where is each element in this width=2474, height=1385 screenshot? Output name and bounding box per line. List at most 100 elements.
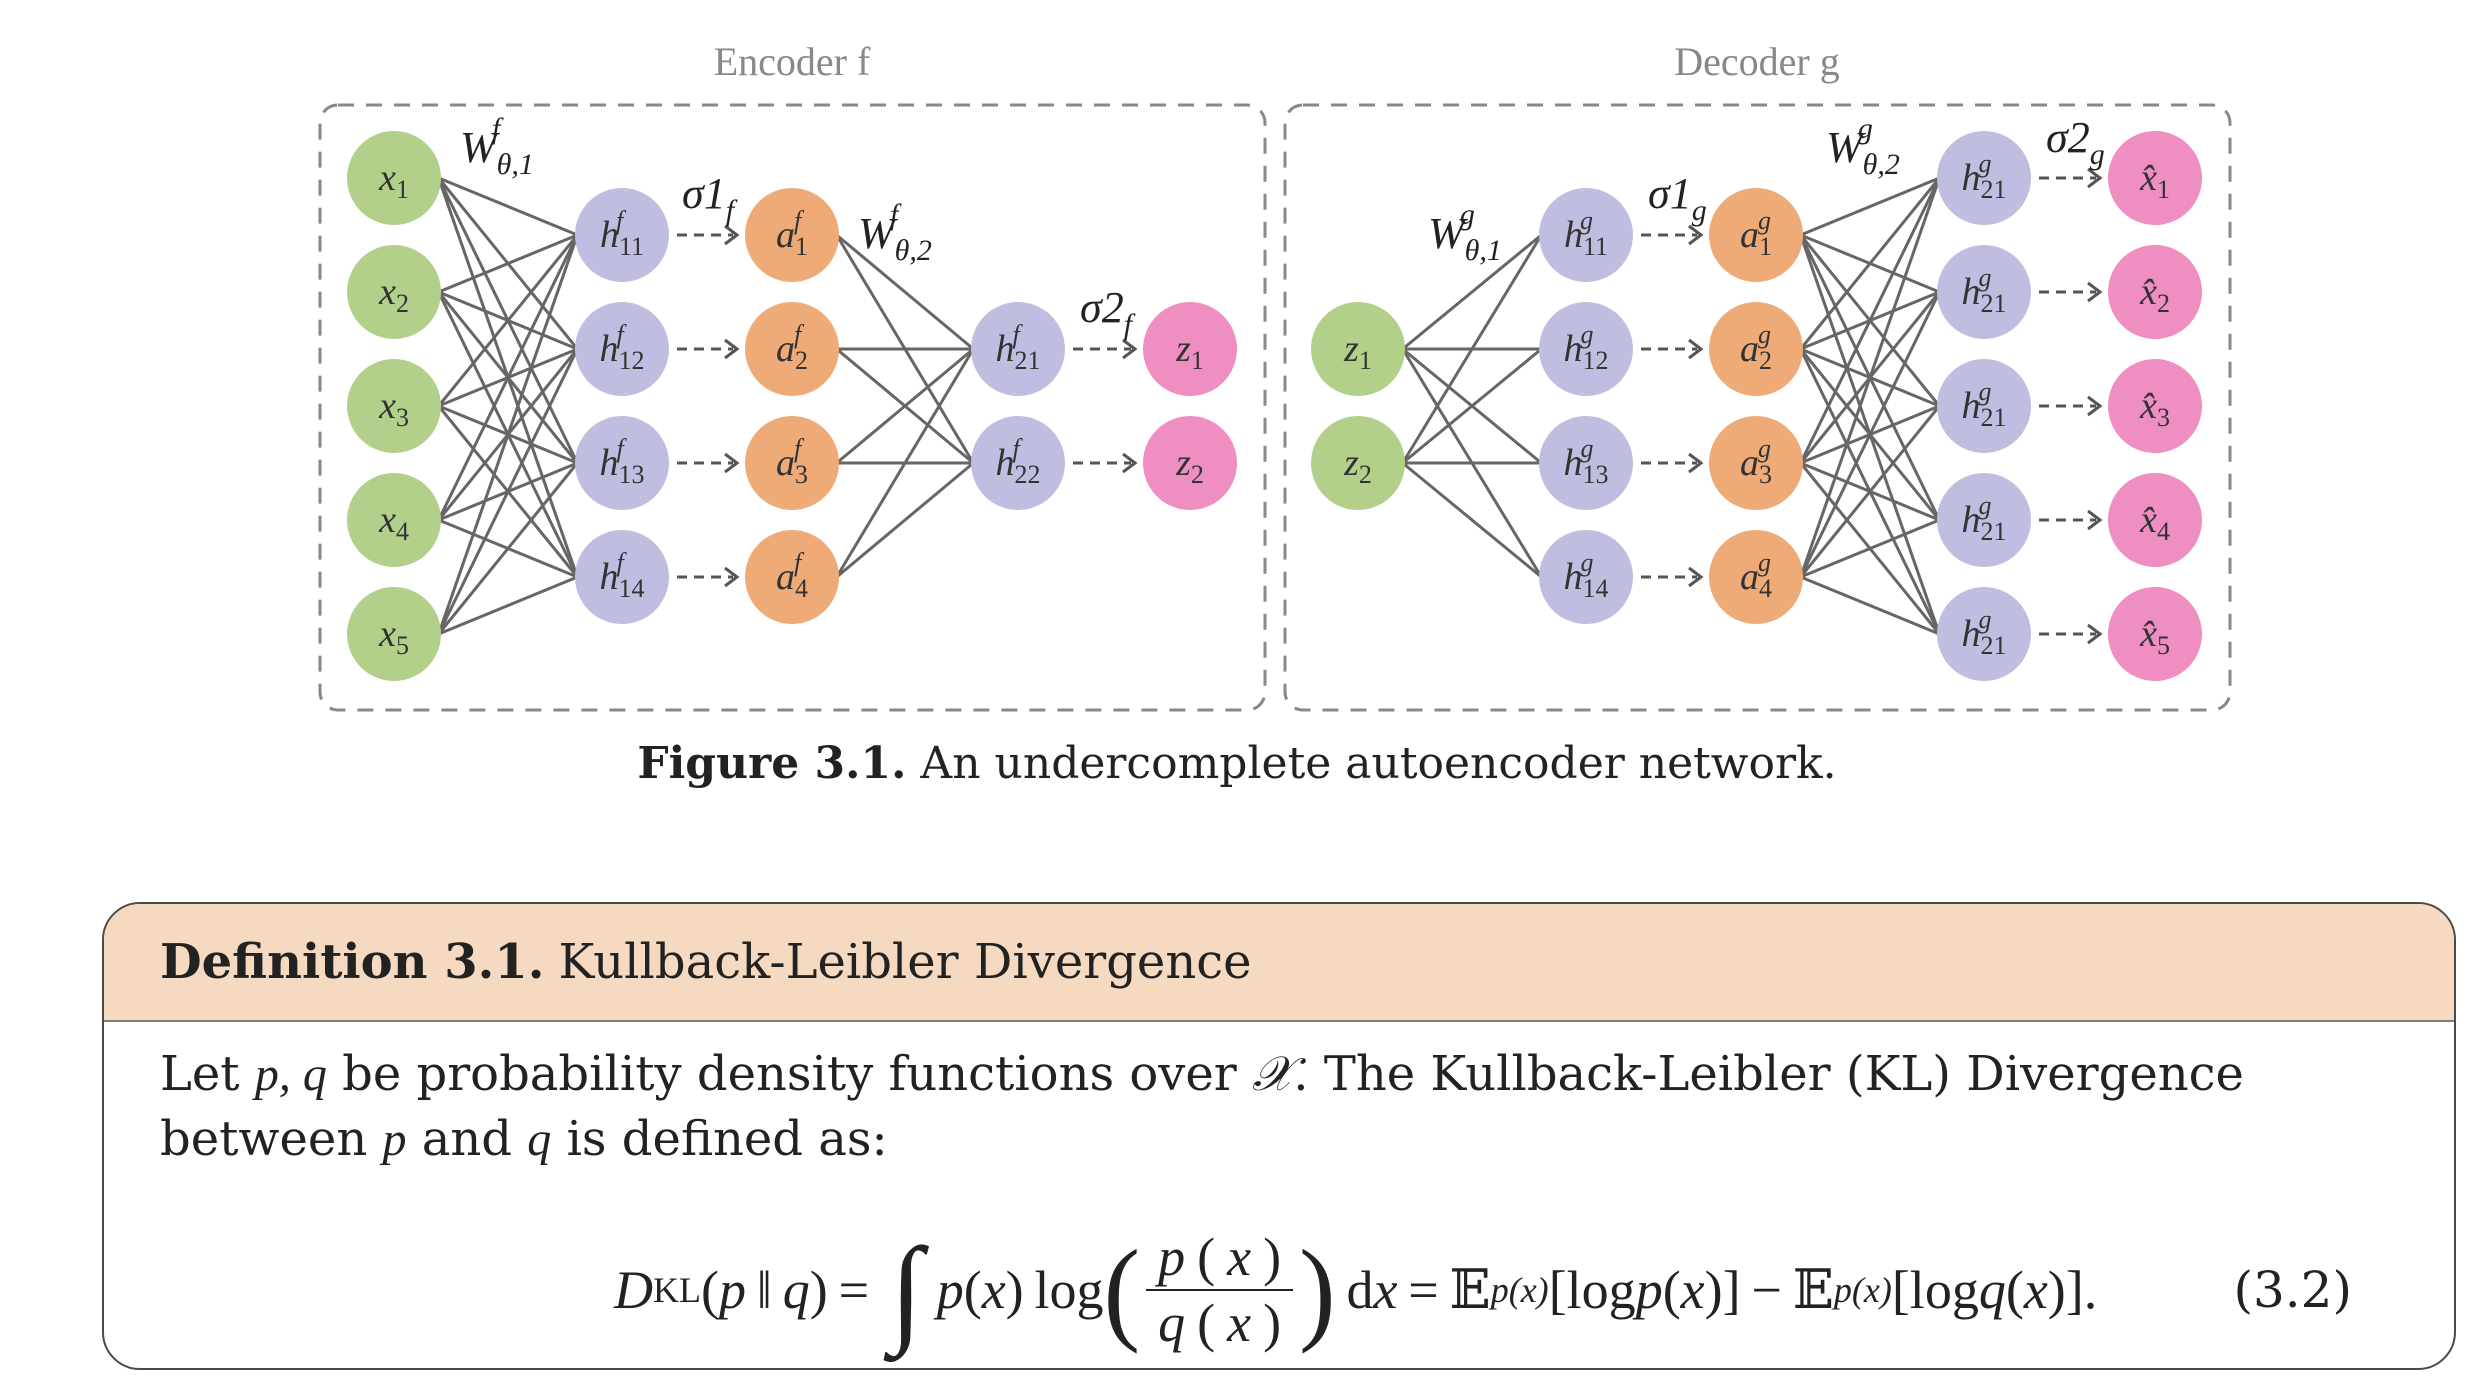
decoder-input-circle [1311,302,1405,396]
encoder-hidden2-circle [971,416,1065,510]
encoder-edge-2 [835,348,975,578]
decoder-hidden2-circle [1937,473,2031,567]
decoder-hidden2-circle [1937,245,2031,339]
decoder-act1-label: a3g [1740,434,1772,489]
decoder-input-label: z1 [1343,328,1372,375]
encoder-output-node-1: z1 [1143,302,1237,396]
network-edges [437,176,1941,636]
encoder-hidden1-label: h13f [600,434,645,489]
encoder-act1-node-2: a2f [745,302,839,396]
encoder-hidden1-circle [575,530,669,624]
encoder-output-node-2: z2 [1143,416,1237,510]
encoder-hidden1-node-2: h12f [575,302,669,396]
encoder-hidden1-label: h11f [600,206,644,261]
decoder-arrow-1-head [1688,224,1704,246]
encoder-input-circle [347,587,441,681]
diagram-frames: Encoder f Decoder g [318,39,2232,712]
decoder-frame [1283,103,2232,712]
decoder-sigma-2: σ2g [2046,113,2105,171]
decoder-hidden2-circle [1937,131,2031,225]
decoder-edge-2 [1799,177,1941,464]
def-text-1: Let [160,1046,240,1102]
equation-number: (3.2) [2233,1261,2352,1319]
decoder-input-node-1: z1 [1311,302,1405,396]
decoder-edge-1 [1401,234,1543,464]
decoder-act1-circle [1709,188,1803,282]
encoder-act1-circle [745,416,839,510]
encoder-act1-label: a1f [776,206,808,261]
decoder-output-circle [2108,359,2202,453]
decoder-edge-2 [1799,405,1941,578]
def-space: 𝒳 [1252,1048,1294,1101]
encoder-edge-1 [437,348,579,635]
decoder-edge-2 [1800,575,1940,636]
encoder-hidden1-circle [575,188,669,282]
decoder-edge-2 [1799,177,1941,578]
decoder-arrow-2-head [2087,395,2103,417]
decoder-hidden2-label: h21g [1962,377,2007,432]
encoder-weight-1: Wθ,1f [460,112,534,181]
decoder-hidden1-node-4: h14g [1539,530,1633,624]
encoder-edge-2 [835,461,975,579]
encoder-input-node-1: x1 [347,131,441,225]
encoder-act1-node-4: a4f [745,530,839,624]
encoder-edge-2 [835,233,975,351]
encoder-hidden1-node-3: h13f [575,416,669,510]
decoder-act1-node-1: a1g [1709,188,1803,282]
decoder-hidden2-label: h21g [1962,491,2007,546]
decoder-output-node-1: x̂1 [2108,131,2202,225]
decoder-edge-1 [1401,347,1543,465]
encoder-edge-1 [437,234,579,521]
decoder-hidden1-circle [1539,302,1633,396]
encoder-act1-circle [745,188,839,282]
decoder-output-circle [2108,245,2202,339]
decoder-hidden1-circle [1539,530,1633,624]
encoder-input-node-3: x3 [347,359,441,453]
encoder-frame [318,103,1267,712]
decoder-hidden2-circle [1937,359,2031,453]
encoder-input-node-5: x5 [347,587,441,681]
decoder-hidden1-label: h13g [1564,434,1609,489]
decoder-output-node-4: x̂4 [2108,473,2202,567]
encoder-edge-1 [437,462,579,635]
decoder-act1-label: a4g [1740,548,1772,603]
decoder-act1-node-2: a2g [1709,302,1803,396]
encoder-title: Encoder f [714,39,871,84]
decoder-edge-1 [1401,233,1543,351]
decoder-arrow-1-head [1688,338,1704,360]
encoder-arrow-2-head [1122,452,1138,474]
decoder-act1-label: a2g [1740,320,1772,375]
def-text-3: . The Kullback-Leibler (KL) Divergence b… [160,1046,2244,1167]
encoder-output-label: z2 [1175,442,1204,489]
encoder-act1-node-3: a3f [745,416,839,510]
encoder-hidden1-label: h14f [600,548,645,603]
encoder-sigma-1: σ1f [682,169,738,227]
encoder-hidden2-node-1: h21f [971,302,1065,396]
encoder-edge-1 [438,575,578,636]
decoder-title: Decoder g [1674,39,1839,84]
encoder-input-label: x3 [378,385,409,432]
decoder-output-circle [2108,473,2202,567]
def-text-2: be probability density functions over [342,1046,1237,1102]
decoder-edge-2 [1799,177,1941,350]
encoder-hidden2-label: h21f [996,320,1041,375]
encoder-input-circle [347,473,441,567]
encoder-arrow-1-head [724,224,740,246]
decoder-hidden2-node-3: h21g [1937,359,2031,453]
encoder-input-circle [347,359,441,453]
decoder-arrow-2-head [2087,509,2103,531]
decoder-output-node-3: x̂3 [2108,359,2202,453]
activation-arrows [677,167,2103,645]
decoder-output-label: x̂2 [2139,271,2170,318]
decoder-act1-label: a1g [1740,206,1772,261]
decoder-hidden2-node-1: h21g [1937,131,2031,225]
decoder-output-label: x̂4 [2139,499,2170,546]
encoder-edge-1 [438,233,578,294]
decoder-arrow-2-head [2087,281,2103,303]
decoder-hidden2-circle [1937,587,2031,681]
encoder-act1-node-1: a1f [745,188,839,282]
encoder-input-circle [347,131,441,225]
decoder-hidden1-node-1: h11g [1539,188,1633,282]
encoder-output-circle [1143,416,1237,510]
